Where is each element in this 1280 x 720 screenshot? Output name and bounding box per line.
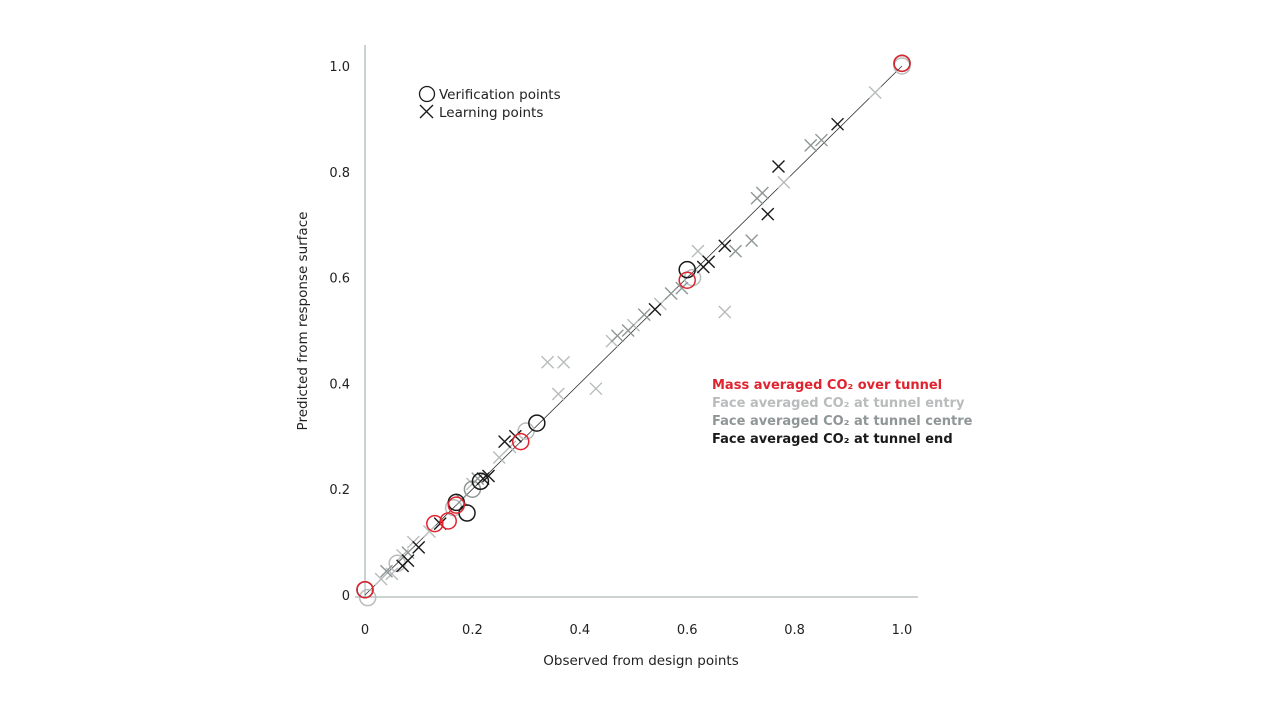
y-tick-label: 0.2 — [329, 483, 350, 498]
reference-diagonal-line — [364, 65, 903, 596]
data-marks — [356, 54, 911, 607]
legend-label-verification: Verification points — [439, 87, 561, 103]
learning-point-marker — [610, 329, 624, 343]
axes — [355, 45, 918, 598]
verification-point-marker — [447, 496, 466, 514]
verification-point-marker — [356, 580, 374, 599]
verification-point-marker — [678, 260, 696, 279]
learning-point-marker — [401, 554, 415, 568]
learning-point-marker — [718, 305, 732, 319]
learning-point-marker — [637, 308, 651, 322]
learning-point-marker — [777, 175, 791, 189]
series-legend-tunnel-centre: Face averaged CO₂ at tunnel centre — [712, 414, 973, 429]
verification-point-marker — [678, 271, 696, 289]
legend-cross-marker — [419, 104, 434, 119]
verification-point-marker — [426, 514, 444, 533]
x-tick-label: 0.2 — [462, 623, 483, 638]
learning-point-marker — [422, 525, 436, 539]
learning-point-marker — [664, 286, 678, 300]
learning-point-marker — [471, 472, 485, 486]
x-tick-label: 0 — [361, 623, 369, 638]
legend-circle-marker — [418, 85, 436, 103]
learning-point-marker — [492, 450, 506, 464]
learning-point-marker — [541, 355, 555, 369]
learning-point-marker — [648, 302, 662, 316]
x-axis-label: Observed from design points — [543, 653, 739, 669]
x-tick-label: 0.4 — [569, 623, 590, 638]
x-tick-label: 0.6 — [677, 623, 698, 638]
learning-point-marker — [729, 244, 743, 258]
verification-point-marker — [528, 414, 546, 432]
learning-point-marker — [551, 387, 565, 401]
x-tick-label: 1.0 — [892, 623, 913, 638]
learning-point-marker — [482, 469, 496, 483]
series-legend-tunnel-entry: Face averaged CO₂ at tunnel entry — [712, 396, 965, 411]
series-legend-tunnel-end: Face averaged CO₂ at tunnel end — [712, 432, 953, 447]
learning-point-marker — [761, 207, 775, 221]
learning-point-marker — [868, 85, 882, 99]
series-group — [356, 54, 911, 599]
legend-label-learning: Learning points — [439, 105, 543, 121]
learning-point-marker — [498, 435, 512, 449]
series-legend: Mass averaged CO₂ over tunnel Face avera… — [712, 378, 973, 447]
learning-point-marker — [804, 138, 818, 152]
y-tick-label: 0 — [342, 589, 350, 604]
learning-point-marker — [691, 244, 705, 258]
learning-point-marker — [589, 382, 603, 396]
verification-point-marker — [439, 512, 457, 530]
y-tick-label: 0.8 — [329, 166, 350, 181]
marker-legend: Verification points Learning points — [418, 85, 561, 121]
verification-point-marker — [511, 432, 530, 451]
verification-point-marker — [358, 588, 377, 607]
y-axis-label: Predicted from response surface — [295, 212, 311, 431]
learning-point-marker — [814, 133, 828, 147]
y-tick-label: 1.0 — [329, 60, 350, 75]
learning-point-marker — [771, 160, 785, 174]
x-tick-label: 0.8 — [784, 623, 805, 638]
series-group — [379, 133, 828, 578]
verification-point-marker — [471, 472, 490, 491]
verification-point-marker — [893, 54, 911, 73]
verification-point-marker — [458, 504, 476, 522]
y-tick-label: 0.4 — [329, 377, 350, 392]
learning-point-marker — [621, 324, 635, 337]
learning-point-marker — [831, 117, 845, 131]
learning-point-marker — [745, 234, 759, 248]
learning-point-marker — [412, 540, 426, 554]
learning-point-marker — [379, 564, 393, 578]
learning-point-marker — [702, 255, 716, 269]
series-group — [356, 54, 911, 599]
y-tick-label: 0.6 — [329, 272, 350, 287]
series-legend-mass-averaged: Mass averaged CO₂ over tunnel — [712, 378, 942, 393]
learning-point-marker — [755, 186, 769, 200]
learning-point-marker — [675, 281, 689, 295]
learning-point-marker — [374, 572, 388, 586]
learning-point-marker — [718, 239, 732, 253]
tick-labels: 0 0.2 0.4 0.6 0.8 1.0 0 0.2 0.4 0.6 0.8 1.0 — [329, 60, 912, 638]
learning-point-marker — [557, 355, 571, 369]
